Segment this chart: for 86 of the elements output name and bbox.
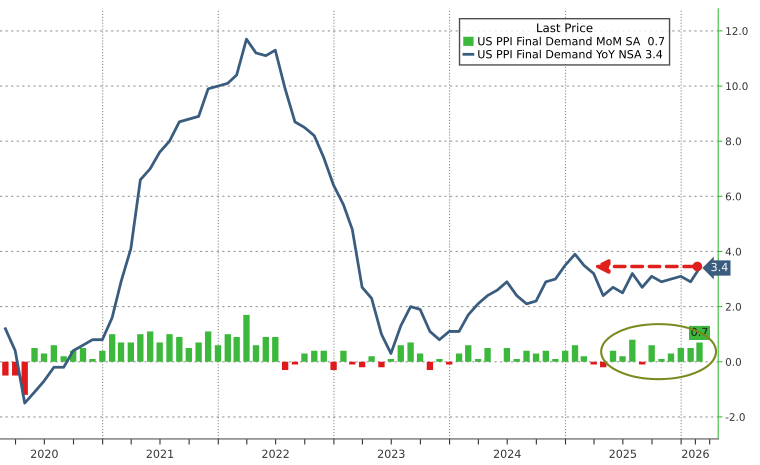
x-tick-label: 2023 (378, 450, 405, 458)
bar (658, 359, 665, 362)
bar (156, 342, 163, 362)
bar (523, 350, 530, 362)
bar (426, 362, 434, 370)
bar (40, 353, 48, 362)
bar (252, 345, 260, 362)
bar (128, 342, 134, 362)
y-tick-label: 12.0 (726, 27, 748, 35)
x-tick-label: 2025 (610, 450, 636, 458)
bar (262, 336, 269, 362)
data-label: 3.4 (711, 262, 728, 272)
y-tick-label: 4.0 (726, 248, 742, 256)
y-tick-label: 6.0 (726, 192, 742, 200)
bar (416, 353, 424, 362)
bar (243, 314, 250, 362)
bar (147, 331, 154, 362)
bar (532, 353, 540, 362)
bar (358, 362, 366, 368)
x-tick-label: 2021 (146, 450, 174, 458)
bar (224, 334, 231, 362)
bar (282, 362, 288, 370)
bar (80, 348, 86, 362)
bar (465, 345, 472, 362)
x-tick-label: 2022 (262, 450, 289, 458)
bar (378, 362, 385, 368)
y-tick-label: 10.0 (726, 82, 748, 90)
bar (137, 334, 144, 362)
y-tick-label: 8.0 (726, 137, 742, 146)
bar (572, 345, 578, 362)
bar (99, 350, 106, 362)
bar (619, 356, 626, 362)
bar (349, 362, 356, 365)
bar (60, 356, 67, 362)
bar (186, 348, 192, 362)
bar (514, 359, 520, 362)
x-tick-label: 2024 (494, 450, 521, 458)
bar (696, 342, 703, 362)
bar (629, 340, 636, 362)
bar (687, 348, 694, 362)
x-tick-label: 2026 (682, 450, 709, 458)
bar (311, 350, 318, 362)
bar (89, 359, 96, 362)
bar (590, 362, 597, 365)
bar (504, 348, 510, 362)
bar (340, 350, 347, 362)
bar (214, 345, 222, 362)
bar (484, 348, 491, 362)
bar (610, 350, 616, 362)
bar (204, 331, 212, 362)
bar (562, 350, 568, 362)
bar (398, 345, 404, 362)
legend-title: Last Price (537, 23, 592, 32)
bar (648, 345, 655, 362)
legend-label: US PPI Final Demand MoM SA 0.7 (478, 36, 664, 46)
y-tick-label: -2.0 (726, 413, 745, 422)
bar (407, 342, 414, 362)
y-tick-label: 0.0 (726, 358, 742, 366)
bar (474, 359, 482, 362)
bar (320, 350, 327, 362)
bar (50, 345, 58, 362)
bar (678, 348, 684, 362)
bar (542, 350, 550, 362)
bar (31, 348, 38, 362)
bar (446, 362, 452, 365)
bar (108, 334, 116, 362)
bar (580, 356, 588, 362)
bar (436, 359, 443, 362)
bar (176, 336, 182, 362)
bar (330, 362, 337, 370)
bar (639, 362, 646, 365)
x-tick-label: 2020 (31, 450, 58, 458)
bar (668, 353, 674, 362)
bar (2, 362, 9, 376)
bar (166, 334, 173, 362)
legend-label: US PPI Final Demand YoY NSA 3.4 (478, 50, 662, 58)
bar (368, 356, 375, 362)
bar (272, 336, 278, 362)
bar (118, 342, 124, 362)
bar (233, 336, 240, 362)
bar (388, 359, 394, 362)
bar (456, 353, 462, 362)
bar (552, 359, 559, 362)
bar (301, 353, 308, 362)
y-tick-label: 2.0 (726, 302, 742, 311)
bar (195, 342, 202, 362)
